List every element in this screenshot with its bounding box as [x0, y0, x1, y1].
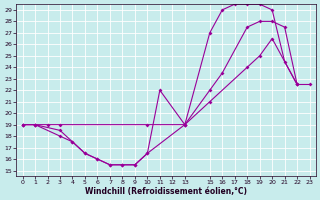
X-axis label: Windchill (Refroidissement éolien,°C): Windchill (Refroidissement éolien,°C) — [85, 187, 247, 196]
